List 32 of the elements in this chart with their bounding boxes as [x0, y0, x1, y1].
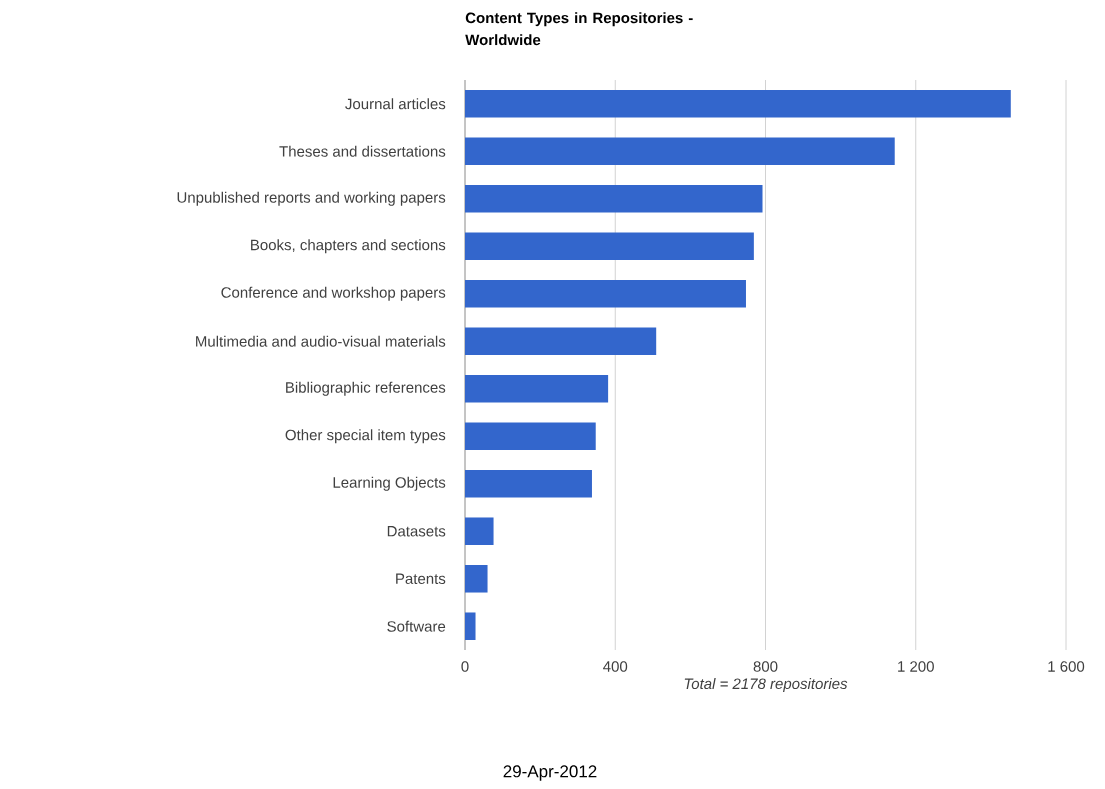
y-tick-label: Theses and dissertations — [279, 145, 446, 157]
bar — [465, 564, 488, 593]
x-axis-title: Total = 2178 repositories — [684, 678, 848, 692]
text: 29-Apr-2012 — [503, 765, 597, 781]
x-tick-label: 400 — [603, 661, 628, 672]
y-tick-label: Other special item types — [285, 429, 446, 444]
y-tick-label: Learning Objects — [333, 476, 446, 491]
bar — [465, 184, 763, 213]
bar — [465, 137, 895, 166]
bar — [465, 327, 657, 356]
y-tick-label: Multimedia and audio-visual materials — [196, 335, 446, 347]
x-tick-label: 1 200 — [898, 661, 934, 672]
bar — [465, 469, 592, 498]
y-tick-label: Journal articles — [345, 98, 446, 110]
y-tick-label: Bibliographic references — [286, 381, 446, 396]
y-tick-label: Books, chapters and sections — [251, 239, 446, 254]
bar — [465, 422, 596, 451]
chart-title: Content Types in Repositories - Worldwide — [465, 12, 693, 46]
bar — [465, 517, 494, 546]
x-tick-label: 1 600 — [1048, 661, 1085, 672]
y-tick-label: Conference and workshop papers — [221, 286, 446, 301]
y-tick-label: Datasets — [387, 526, 446, 537]
bar — [465, 374, 609, 403]
x-tick-label: 0 — [461, 661, 469, 672]
bar — [465, 232, 754, 261]
bar — [465, 89, 1011, 118]
bar — [465, 279, 746, 308]
y-tick-label: Patents — [396, 573, 446, 584]
bar — [465, 612, 476, 641]
y-tick-label: Software — [387, 620, 446, 632]
x-tick-label: 800 — [753, 661, 778, 672]
y-tick-label: Unpublished reports and working papers — [177, 191, 446, 206]
